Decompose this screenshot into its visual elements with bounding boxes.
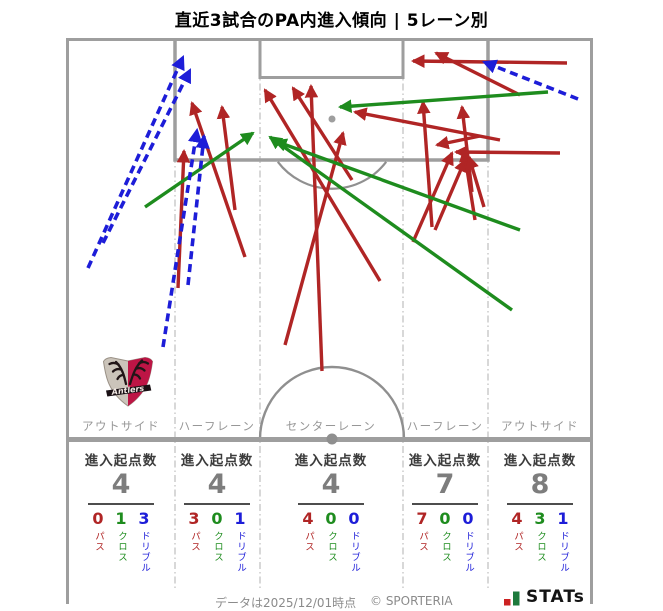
pass-label: パス <box>188 531 200 553</box>
entry-arrow-dribble <box>86 55 185 269</box>
dribble-label: ドリブル <box>462 531 474 574</box>
pass-label: パス <box>92 531 104 553</box>
pass-count: 4 <box>511 509 523 529</box>
entry-arrow-pass <box>433 158 467 231</box>
stat-column-heading: 進入起点数 <box>408 453 482 469</box>
crest-banner <box>106 384 152 397</box>
lane-stat-column: 進入起点数 8 4 パス 3 クロス 1 ドリブル <box>490 449 590 573</box>
crest-antlers <box>108 359 150 386</box>
entry-arrow-pass <box>465 155 486 208</box>
pass-count: 4 <box>302 509 314 529</box>
entry-arrow-pass <box>435 134 481 150</box>
entry-origin-total: 4 <box>207 469 227 500</box>
pass-label: パス <box>511 531 523 553</box>
entry-arrow-dribble <box>161 127 203 348</box>
entry-arrow-cross <box>337 90 549 113</box>
cross-count: 1 <box>115 509 127 529</box>
dribble-label: ドリブル <box>234 531 246 574</box>
stat-divider-rule <box>298 503 364 506</box>
lane-stat-column: 進入起点数 4 4 パス 0 クロス 0 ドリブル <box>281 449 381 573</box>
pass-label: パス <box>416 531 428 553</box>
entry-origin-total: 7 <box>435 469 455 500</box>
entry-arrow-pass <box>263 88 382 282</box>
stat-column-heading: 進入起点数 <box>294 453 368 469</box>
stat-divider-rule <box>507 503 573 506</box>
center-circle <box>258 365 406 440</box>
dribble-count: 0 <box>348 509 360 529</box>
stat-column-heading: 進入起点数 <box>503 453 577 469</box>
lane-stat-column: 進入起点数 7 7 パス 0 クロス 0 ドリブル <box>395 449 495 573</box>
dribble-count: 0 <box>462 509 474 529</box>
stats-logo-text: STATs <box>526 587 585 607</box>
pass-count: 0 <box>92 509 104 529</box>
entry-arrow-dribble <box>481 59 579 101</box>
entry-arrow-pass <box>283 131 347 346</box>
dribble-label: ドリブル <box>557 531 569 574</box>
stat-divider-rule <box>88 503 154 506</box>
stat-divider-rule <box>184 503 250 506</box>
entry-arrow-dribble <box>186 133 210 286</box>
lane-stat-column: 進入起点数 4 0 パス 1 クロス 3 ドリブル <box>71 449 171 573</box>
entry-arrow-pass <box>176 148 191 289</box>
stat-column-heading: 進入起点数 <box>84 453 158 469</box>
entry-arrow-cross <box>144 131 255 209</box>
cross-count: 0 <box>325 509 337 529</box>
dribble-label: ドリブル <box>348 531 360 574</box>
entry-origin-total: 4 <box>111 469 131 500</box>
entry-arrow-cross <box>273 138 521 232</box>
stat-column-heading: 進入起点数 <box>180 453 254 469</box>
entry-arrow-pass <box>352 107 501 142</box>
dribble-count: 1 <box>234 509 246 529</box>
dribble-count: 3 <box>138 509 150 529</box>
stat-divider-rule <box>412 503 478 506</box>
cross-count: 3 <box>534 509 546 529</box>
cross-label: クロス <box>211 531 223 563</box>
lane-label-half-right: ハーフレーン <box>406 419 484 433</box>
dribble-count: 1 <box>557 509 569 529</box>
data-timestamp-note: データは2025/12/01時点 <box>215 596 357 610</box>
lane-label-center: センターレーン <box>285 419 377 433</box>
cross-label: クロス <box>325 531 337 563</box>
lane-stat-column: 進入起点数 4 3 パス 0 クロス 1 ドリブル <box>167 449 267 573</box>
bar-chart-icon <box>504 591 520 606</box>
lane-label-half-left: ハーフレーン <box>178 419 256 433</box>
pass-count: 3 <box>188 509 200 529</box>
cross-count: 0 <box>211 509 223 529</box>
entry-arrow-dribble <box>101 68 192 244</box>
entry-arrow-pass <box>216 104 237 211</box>
pass-label: パス <box>302 531 314 553</box>
cross-label: クロス <box>115 531 127 563</box>
copyright-text: © SPORTERIA <box>370 594 453 608</box>
lane-label-outside-left: アウトサイド <box>82 419 160 433</box>
page-title: 直近3試合のPA内進入傾向 | 5レーン別 <box>174 11 489 31</box>
penalty-arc <box>276 161 388 190</box>
pass-count: 7 <box>416 509 428 529</box>
entry-arrow-pass <box>453 145 561 159</box>
penalty-spot <box>328 115 336 123</box>
goal-area-line <box>258 38 405 79</box>
entry-origin-total: 4 <box>321 469 341 500</box>
entry-arrow-pass <box>434 51 521 97</box>
entry-origin-total: 8 <box>530 469 550 500</box>
lane-label-outside-right: アウトサイド <box>501 419 579 433</box>
cross-count: 0 <box>439 509 451 529</box>
dribble-label: ドリブル <box>138 531 150 574</box>
entry-arrow-cross <box>268 135 513 312</box>
cross-label: クロス <box>439 531 451 563</box>
entry-arrows-layer <box>86 51 579 372</box>
cross-label: クロス <box>534 531 546 563</box>
center-spot <box>326 433 338 445</box>
team-crest: Antlers <box>102 356 154 407</box>
stats-logo: STATs <box>504 589 585 606</box>
crest-script-text: Antlers <box>110 384 145 397</box>
